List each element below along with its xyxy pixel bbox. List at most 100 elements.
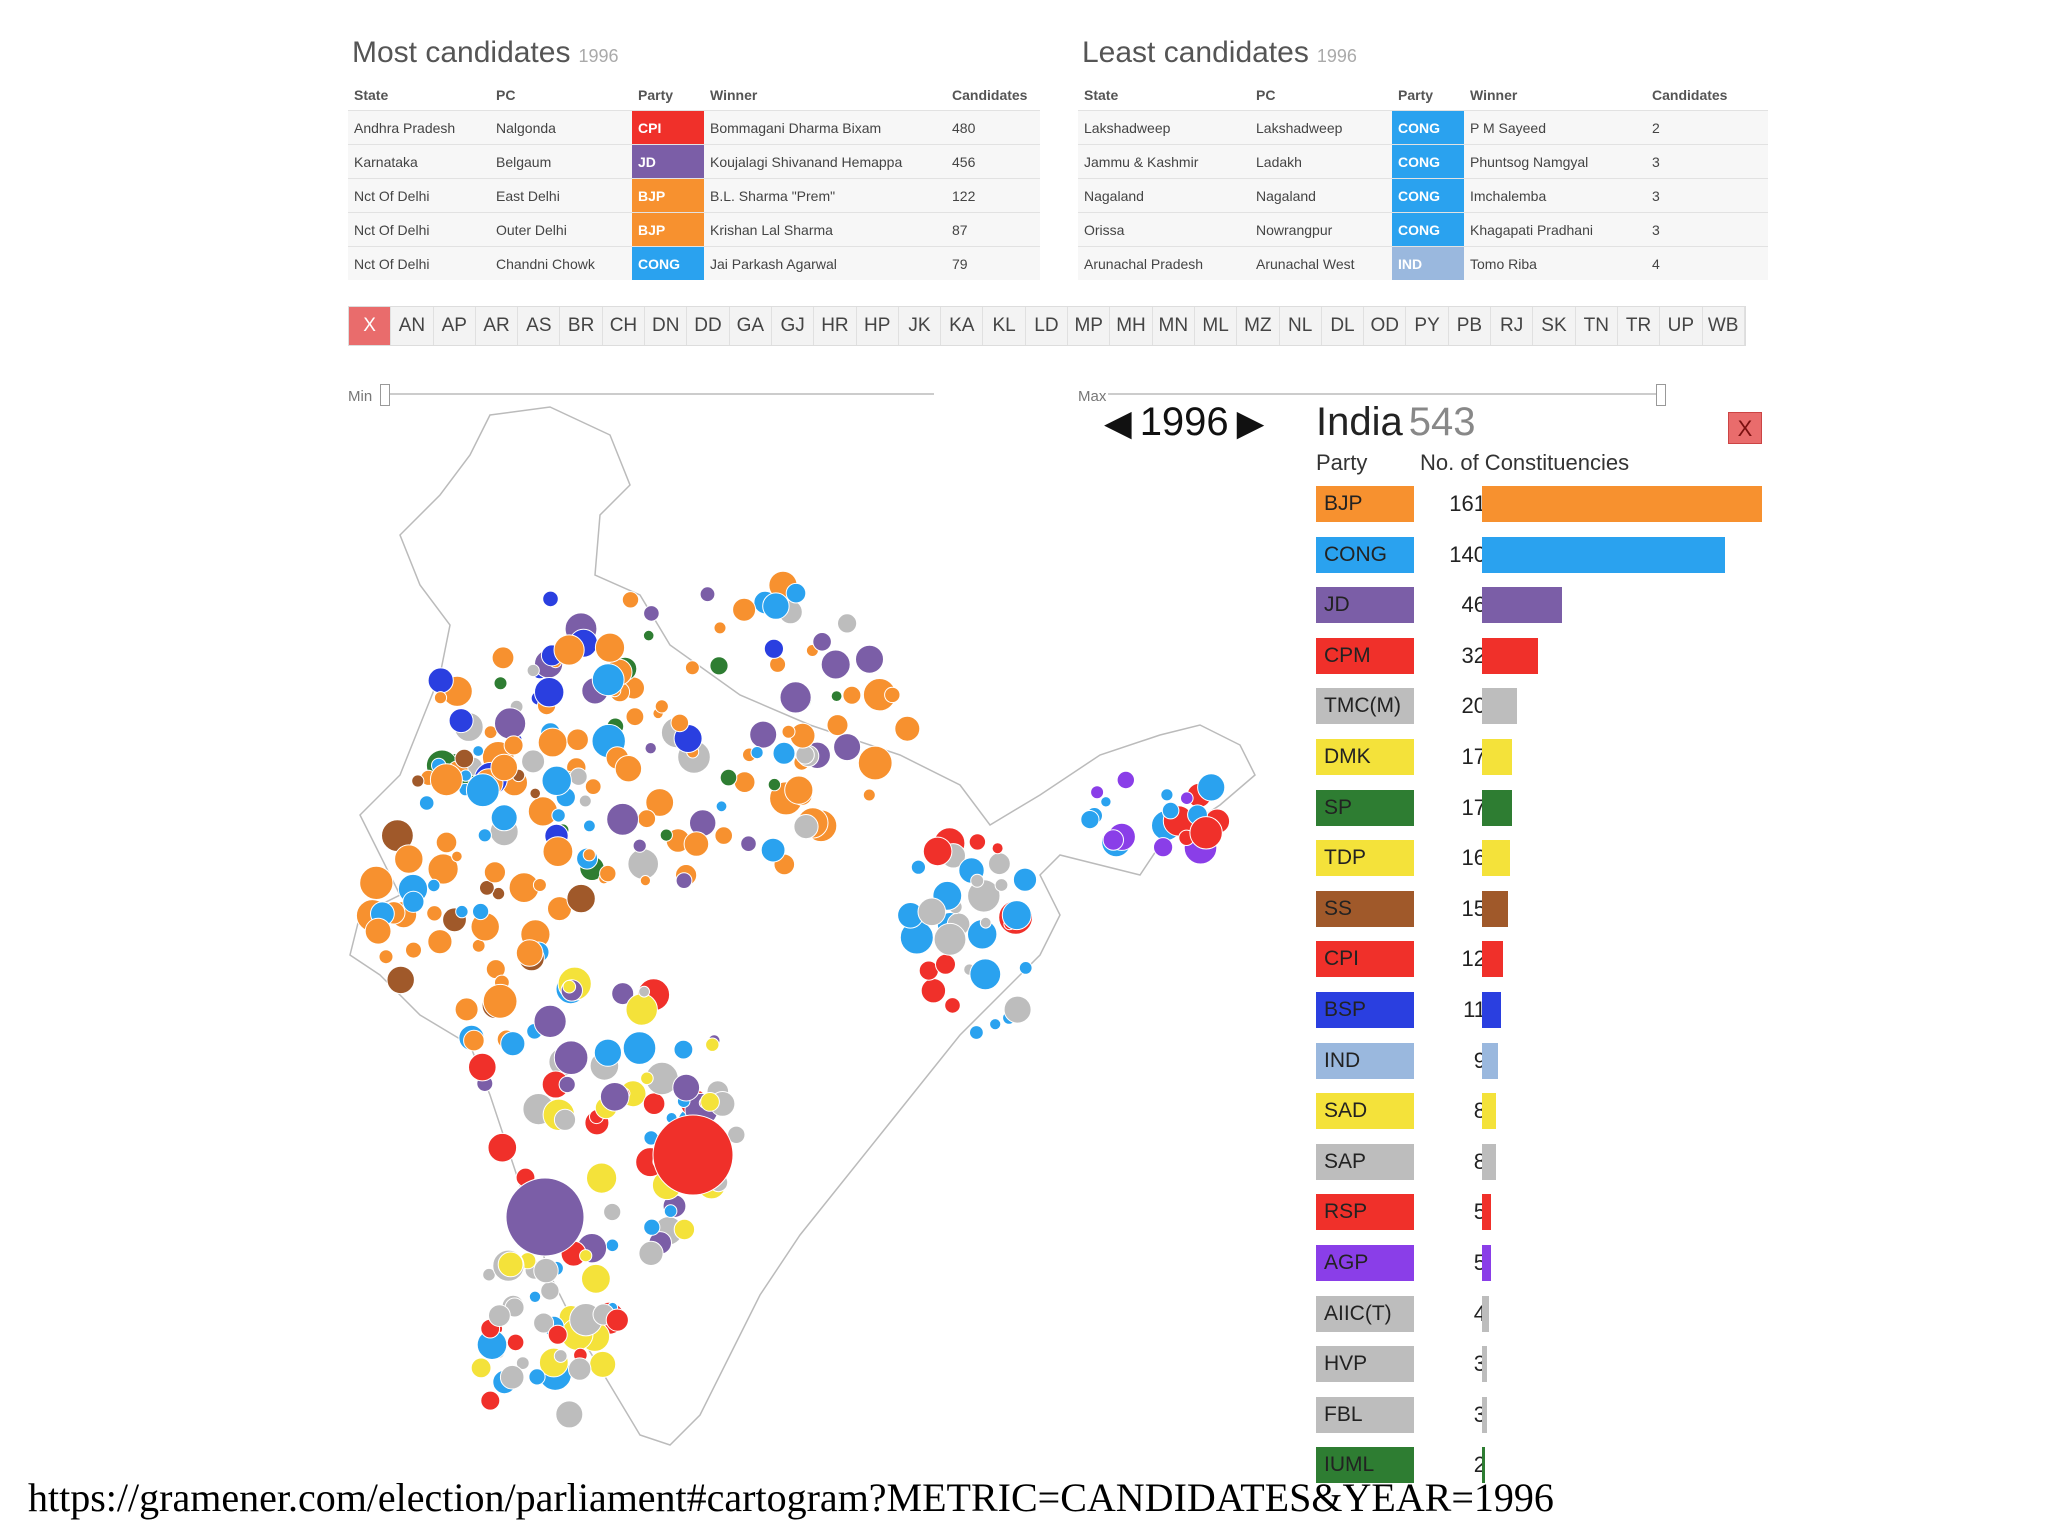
constituency-dot[interactable]	[639, 875, 651, 887]
constituency-dot[interactable]	[594, 632, 626, 663]
constituency-dot[interactable]	[468, 1052, 497, 1082]
constituency-dot[interactable]	[433, 691, 448, 705]
state-filter-tn[interactable]: TN	[1576, 307, 1618, 345]
constituency-dot[interactable]	[632, 838, 647, 853]
constituency-dot[interactable]	[553, 634, 585, 666]
constituency-dot[interactable]	[551, 808, 566, 823]
constituency-dot[interactable]	[427, 667, 454, 694]
legend-row[interactable]: FBL 3	[1316, 1396, 1766, 1433]
belgaum-dot[interactable]	[505, 1177, 585, 1257]
constituency-dot[interactable]	[837, 613, 858, 634]
constituency-dot[interactable]	[532, 878, 547, 892]
constituency-dot[interactable]	[988, 852, 1011, 876]
constituency-dot[interactable]	[1090, 785, 1105, 800]
constituency-dot[interactable]	[490, 804, 518, 832]
constituency-dot[interactable]	[644, 742, 657, 755]
constituency-dot[interactable]	[465, 773, 500, 808]
state-filter-tr[interactable]: TR	[1618, 307, 1661, 345]
legend-row[interactable]: TMC(M) 20	[1316, 688, 1766, 725]
state-filter-od[interactable]: OD	[1364, 307, 1407, 345]
constituency-dot[interactable]	[621, 591, 640, 609]
legend-row[interactable]: IND 9	[1316, 1042, 1766, 1079]
constituency-dot[interactable]	[553, 1108, 577, 1131]
constituency-dot[interactable]	[578, 794, 592, 808]
constituency-dot[interactable]	[542, 836, 574, 868]
constituency-dot[interactable]	[1180, 791, 1194, 806]
constituency-dot[interactable]	[477, 828, 492, 843]
constituency-dot[interactable]	[583, 819, 596, 833]
constituency-dot[interactable]	[643, 1218, 661, 1236]
constituency-dot[interactable]	[490, 753, 518, 782]
constituency-dot[interactable]	[582, 848, 596, 862]
constituency-dot[interactable]	[642, 629, 655, 642]
constituency-dot[interactable]	[521, 749, 546, 774]
constituency-dot[interactable]	[673, 1218, 696, 1241]
state-filter-x[interactable]: X	[349, 307, 392, 345]
constituency-dot[interactable]	[732, 597, 757, 622]
constituency-dot[interactable]	[917, 897, 947, 927]
constituency-dot[interactable]	[427, 878, 441, 893]
constituency-dot[interactable]	[500, 1031, 526, 1057]
constituency-dot[interactable]	[533, 1312, 555, 1334]
constituency-dot[interactable]	[763, 638, 784, 659]
constituency-dot[interactable]	[842, 685, 862, 705]
constituency-dot[interactable]	[826, 714, 849, 737]
max-slider-track[interactable]	[1108, 393, 1658, 395]
constituency-dot[interactable]	[499, 1364, 525, 1390]
constituency-dot[interactable]	[645, 788, 675, 817]
constituency-dot[interactable]	[969, 958, 1002, 991]
constituency-dot[interactable]	[533, 1004, 567, 1039]
constituency-dot[interactable]	[719, 768, 738, 787]
state-filter-ld[interactable]: LD	[1026, 307, 1069, 345]
constituency-dot[interactable]	[812, 632, 832, 652]
constituency-dot[interactable]	[910, 859, 927, 875]
constituency-dot[interactable]	[673, 1039, 694, 1060]
constituency-dot[interactable]	[562, 979, 577, 994]
constituency-dot[interactable]	[884, 686, 901, 704]
legend-row[interactable]: SS 15	[1316, 890, 1766, 927]
constituency-dot[interactable]	[429, 763, 463, 797]
constituency-dot[interactable]	[364, 917, 392, 945]
constituency-dot[interactable]	[1160, 788, 1174, 802]
state-filter-rj[interactable]: RJ	[1491, 307, 1534, 345]
constituency-dot[interactable]	[359, 865, 394, 900]
constituency-dot[interactable]	[857, 745, 893, 781]
constituency-dot[interactable]	[989, 1018, 1002, 1031]
constituency-dot[interactable]	[515, 939, 544, 967]
state-filter-br[interactable]: BR	[560, 307, 603, 345]
constituency-dot[interactable]	[772, 741, 796, 765]
constituency-dot[interactable]	[528, 1290, 542, 1303]
constituency-dot[interactable]	[463, 1029, 485, 1052]
state-filter-mh[interactable]: MH	[1110, 307, 1153, 345]
constituency-dot[interactable]	[750, 746, 764, 760]
constituency-dot[interactable]	[603, 1202, 622, 1222]
constituency-dot[interactable]	[672, 1073, 701, 1102]
constituency-dot[interactable]	[642, 1092, 666, 1116]
constituency-dot[interactable]	[740, 835, 757, 853]
state-filter-ga[interactable]: GA	[730, 307, 772, 345]
table-row[interactable]: Orissa Nowrangpur CONG Khagapati Pradhani 3	[1078, 212, 1768, 247]
constituency-dot[interactable]	[378, 949, 394, 965]
state-filter-pb[interactable]: PB	[1449, 307, 1492, 345]
constituency-dot[interactable]	[625, 707, 645, 727]
table-row[interactable]: Nct Of Delhi East Delhi BJP B.L. Sharma "Pr…	[348, 178, 1040, 213]
state-filter-hp[interactable]: HP	[857, 307, 899, 345]
constituency-dot[interactable]	[605, 1308, 629, 1332]
constituency-dot[interactable]	[540, 1281, 560, 1301]
legend-row[interactable]: TDP 16	[1316, 840, 1766, 877]
constituency-dot[interactable]	[529, 787, 541, 800]
constituency-dot[interactable]	[488, 1304, 511, 1327]
constituency-dot[interactable]	[994, 878, 1009, 892]
constituency-dot[interactable]	[795, 745, 815, 765]
constituency-dot[interactable]	[454, 748, 475, 769]
close-legend-button[interactable]: X	[1728, 412, 1762, 444]
source-url[interactable]: https://gramener.com/election/parliament…	[28, 1475, 1554, 1520]
max-slider-handle[interactable]	[1656, 384, 1666, 406]
constituency-dot[interactable]	[614, 755, 643, 783]
constituency-dot[interactable]	[733, 771, 756, 794]
state-filter-an[interactable]: AN	[391, 307, 434, 345]
legend-row[interactable]: JD 46	[1316, 587, 1766, 624]
constituency-dot[interactable]	[675, 872, 693, 890]
legend-row[interactable]: BSP 11	[1316, 992, 1766, 1028]
constituency-dot[interactable]	[1100, 796, 1112, 808]
